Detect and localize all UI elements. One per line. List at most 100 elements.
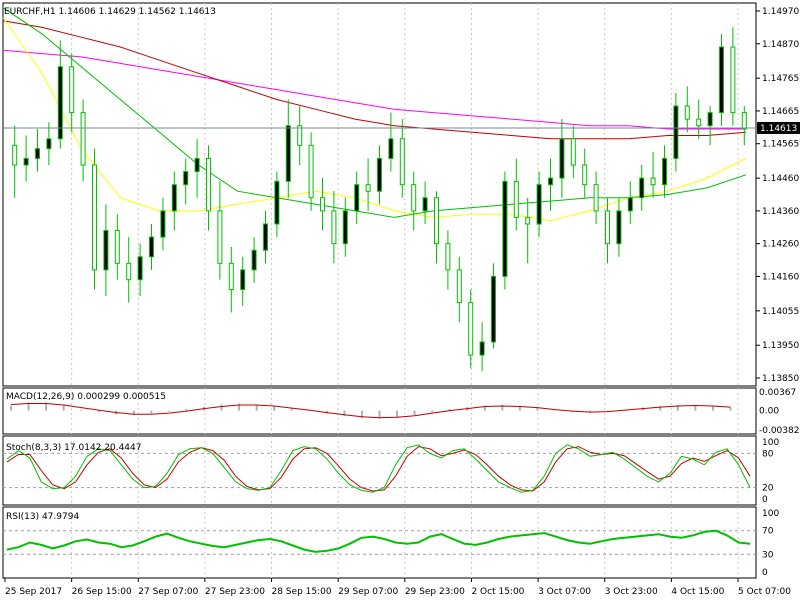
symbol-header: EURCHF,H1 1.14606 1.14629 1.14562 1.1461… <box>4 7 216 17</box>
current-price-label: 1.14613 <box>760 124 797 134</box>
candle-body <box>627 197 633 212</box>
stoch-tick-label: 20 <box>762 484 774 494</box>
candle-body <box>491 275 496 343</box>
candle-body <box>593 184 599 212</box>
candle-body <box>411 184 417 212</box>
candle-body <box>399 138 405 186</box>
candle-body <box>434 197 439 245</box>
candle-body <box>149 236 154 258</box>
candle-body <box>696 118 702 127</box>
stoch-pane <box>2 435 757 506</box>
candle-body <box>513 180 519 218</box>
macd-pane <box>2 387 757 435</box>
moving-average-line <box>2 17 747 222</box>
stoch-label: Stoch(8,3,3) 17.0142 20.4447 <box>6 443 141 453</box>
candle-body <box>559 138 565 179</box>
candle-body <box>605 210 610 245</box>
candle-body <box>548 177 553 186</box>
rsi-tick-label: 0 <box>762 568 768 578</box>
current-price-box <box>757 121 800 134</box>
stoch-d-line <box>6 446 751 492</box>
candle-body <box>662 157 667 186</box>
candle-body <box>114 230 120 264</box>
candle-body <box>707 112 713 127</box>
candle-body <box>228 262 234 291</box>
time-tick-label: 4 Oct 15:00 <box>671 587 724 597</box>
candle-body <box>297 125 303 146</box>
candle-body <box>183 171 189 186</box>
time-tick-label: 26 Sep 15:00 <box>72 587 132 597</box>
time-tick-label: 3 Oct 07:00 <box>538 587 591 597</box>
macd-tick-label: 0.00367 <box>759 388 796 398</box>
candle-body <box>206 157 211 212</box>
price-pane <box>2 2 757 387</box>
price-tick-label: 1.14665 <box>762 107 799 117</box>
candle-body <box>126 262 132 281</box>
candle-body <box>69 66 75 114</box>
candle-body <box>616 210 622 245</box>
candle-body <box>684 105 690 120</box>
time-tick-label: 29 Sep 23:00 <box>405 587 465 597</box>
candle-body <box>308 144 314 199</box>
stoch-tick-label: 0 <box>762 495 768 505</box>
macd-tick-label: -0.003826 <box>759 426 800 436</box>
price-tick-label: 1.13950 <box>762 341 799 351</box>
time-tick-label: 28 Sep 15:00 <box>272 587 332 597</box>
moving-average-line <box>2 7 747 218</box>
candle-body <box>570 138 576 166</box>
candle-body <box>639 177 645 199</box>
candle-body <box>240 269 246 291</box>
moving-average-line <box>2 20 747 140</box>
candle-body <box>582 164 588 186</box>
price-tick-label: 1.13850 <box>762 374 799 384</box>
stoch-tick-label: 80 <box>762 449 774 459</box>
candle-body <box>92 164 97 271</box>
candle-body <box>251 249 257 271</box>
candle-body <box>80 112 86 166</box>
rsi-pane <box>2 506 757 579</box>
candle-body <box>479 341 485 356</box>
candle-body <box>468 302 474 356</box>
candle-body <box>331 210 337 245</box>
macd-label: MACD(12,26,9) 0.000299 0.000515 <box>6 392 166 402</box>
candle-body <box>673 105 679 159</box>
candle-body <box>23 157 29 166</box>
price-tick-label: 1.14055 <box>762 307 799 317</box>
candle-body <box>12 144 18 166</box>
candle-body <box>388 138 394 159</box>
rsi-label: RSI(13) 47.9794 <box>6 512 79 522</box>
candle-body <box>730 46 736 114</box>
candle-body <box>194 157 200 173</box>
rsi-tick-label: 100 <box>762 509 779 519</box>
candle-body <box>422 197 428 212</box>
price-tick-label: 1.14260 <box>762 240 799 250</box>
macd-signal-line <box>10 403 731 419</box>
candle-body <box>741 112 747 130</box>
candle-body <box>160 210 166 238</box>
time-tick-label: 3 Oct 23:00 <box>605 587 658 597</box>
candle-body <box>171 184 177 212</box>
candle-body <box>456 269 462 304</box>
time-tick-label: 27 Sep 23:00 <box>205 587 265 597</box>
candle-body <box>57 66 63 140</box>
candle-body <box>536 184 542 225</box>
price-tick-label: 1.14765 <box>762 74 799 84</box>
candle-body <box>263 223 268 251</box>
moving-average-line <box>2 49 746 130</box>
candle-body <box>650 177 656 186</box>
candle-body <box>525 216 531 225</box>
rsi-tick-label: 70 <box>762 527 774 537</box>
price-tick-label: 1.14870 <box>762 40 799 50</box>
time-tick-label: 2 Oct 15:00 <box>471 587 524 597</box>
candle-body <box>365 184 371 192</box>
candle-body <box>502 180 508 277</box>
price-tick-label: 1.14970 <box>762 7 799 17</box>
macd-tick-label: 0.00 <box>759 407 779 417</box>
candle-body <box>342 210 348 245</box>
candle-body <box>137 256 143 281</box>
rsi-tick-label: 30 <box>762 550 774 560</box>
candle-body <box>354 184 360 212</box>
price-tick-label: 1.14160 <box>762 272 799 282</box>
candle-body <box>285 125 291 182</box>
